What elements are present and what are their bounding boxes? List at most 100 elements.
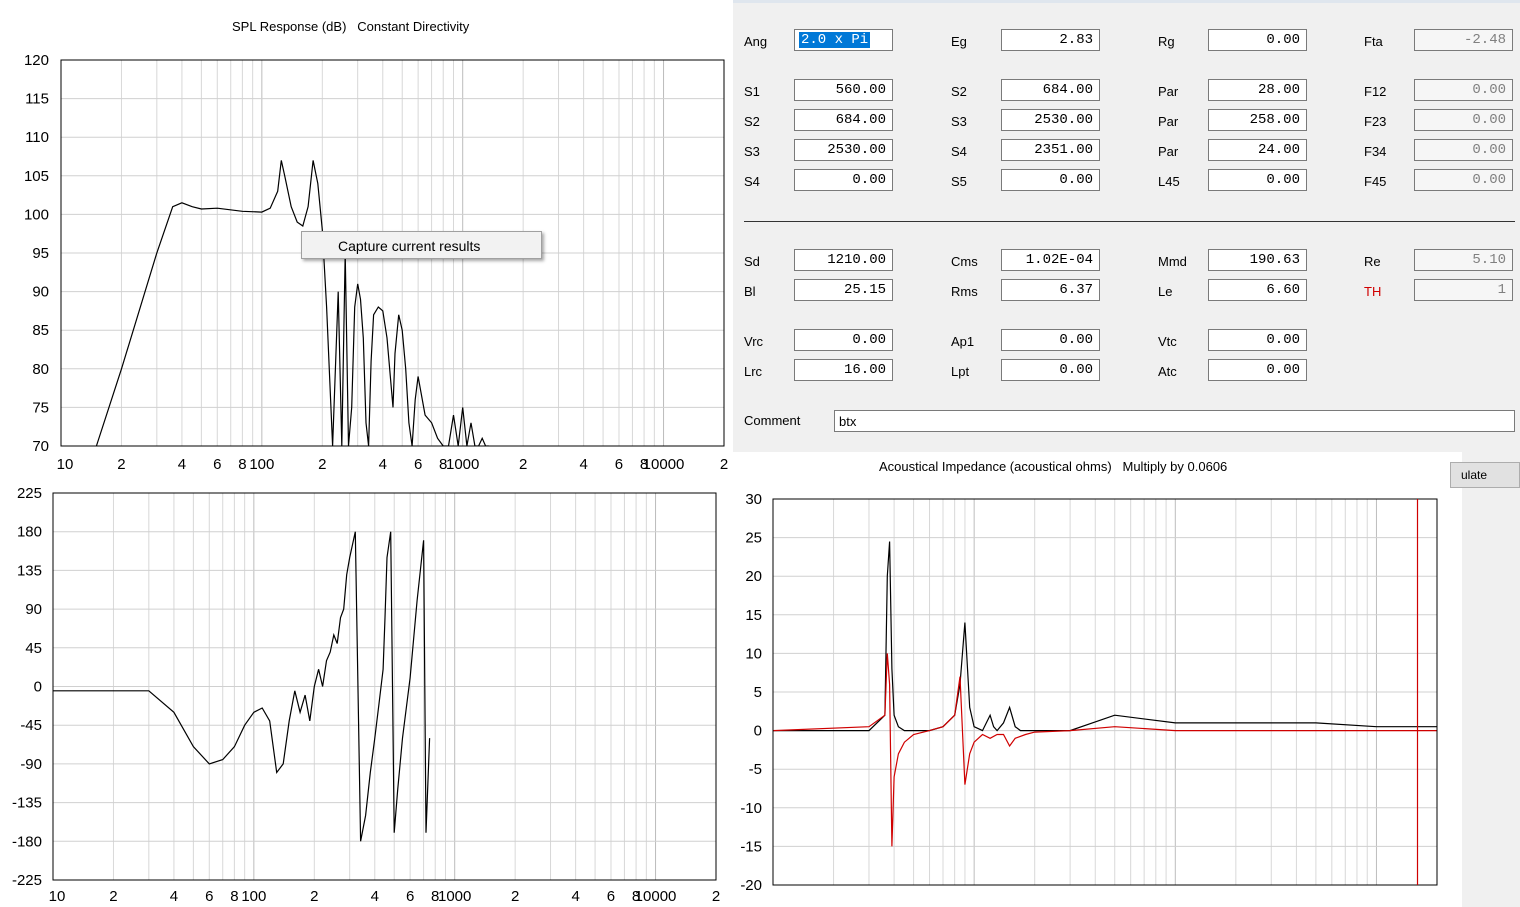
param-label-eg: Eg [951, 34, 967, 49]
x-tick-label: 2 [318, 456, 326, 473]
top-strip [733, 0, 1520, 3]
param-label-f34: F34 [1364, 144, 1387, 159]
param-label-cms: Cms [951, 254, 978, 269]
param-label-s3: S3 [951, 114, 967, 129]
param-field-th[interactable]: 1 [1414, 279, 1513, 301]
x-tick-label: 4 [170, 888, 178, 905]
y-tick-label: 15 [745, 607, 762, 624]
x-tick-label: 6 [615, 456, 623, 473]
param-label-rg: Rg [1158, 34, 1175, 49]
param-field-f23[interactable]: 0.00 [1414, 109, 1513, 131]
y-tick-label: 75 [32, 399, 49, 416]
x-tick-label: 100 [249, 456, 274, 473]
y-tick-label: 180 [17, 524, 42, 541]
param-field-s1[interactable]: 560.00 [794, 79, 893, 101]
x-tick-label: 6 [607, 888, 615, 905]
x-tick-label: 6 [213, 456, 221, 473]
x-tick-label: 8 [238, 456, 246, 473]
plot-frame [52, 492, 717, 881]
phase-chart-panel: 225 180 135 90 45 0 -45 -90 -135 -180 -225 10 2 4 6 8 10… [0, 480, 733, 907]
calculate-button[interactable]: ulate [1450, 462, 1520, 488]
x-tick-label: 4 [379, 456, 387, 473]
param-field-eg[interactable]: 2.83 [1001, 29, 1100, 51]
series-line-0 [95, 160, 489, 446]
y-tick-label: 95 [32, 245, 49, 262]
param-field-l45[interactable]: 0.00 [1208, 169, 1307, 191]
param-field-ang[interactable]: 2.0 x Pi [794, 29, 893, 51]
plot-frame [772, 498, 1438, 886]
x-tick-label: 2 [720, 456, 728, 473]
x-tick-label: 2 [117, 456, 125, 473]
x-tick-label: 1000 [438, 888, 471, 905]
param-field-fta[interactable]: -2.48 [1414, 29, 1513, 51]
param-field-rg[interactable]: 0.00 [1208, 29, 1307, 51]
param-field-cms[interactable]: 1.02E-04 [1001, 249, 1100, 271]
x-tick-label: 10 [49, 888, 66, 905]
param-field-s4[interactable]: 0.00 [794, 169, 893, 191]
param-label-ang: Ang [744, 34, 768, 49]
param-label-s2: S2 [744, 114, 760, 129]
param-label-th: TH [1364, 284, 1382, 299]
comment-input[interactable] [834, 410, 1515, 432]
param-field-s3[interactable]: 2530.00 [794, 139, 893, 161]
param-field-ap1[interactable]: 0.00 [1001, 329, 1100, 351]
param-field-sd[interactable]: 1210.00 [794, 249, 893, 271]
y-tick-label: 85 [32, 322, 49, 339]
x-tick-label: 6 [414, 456, 422, 473]
comment-label: Comment [744, 413, 801, 428]
param-field-atc[interactable]: 0.00 [1208, 359, 1307, 381]
param-field-s2[interactable]: 684.00 [1001, 79, 1100, 101]
impedance-chart-title: Acoustical Impedance (acoustical ohms) M… [879, 459, 1228, 474]
param-field-le[interactable]: 6.60 [1208, 279, 1307, 301]
param-label-s4: S4 [951, 144, 967, 159]
param-label-s2: S2 [951, 84, 967, 99]
y-tick-label: 25 [745, 530, 762, 547]
param-field-mmd[interactable]: 190.63 [1208, 249, 1307, 271]
x-tick-label: 8 [439, 456, 447, 473]
x-tick-label: 8 [431, 888, 439, 905]
param-field-bl[interactable]: 25.15 [794, 279, 893, 301]
x-tick-label: 4 [178, 456, 186, 473]
x-tick-label: 2 [310, 888, 318, 905]
y-tick-label: 115 [25, 91, 49, 108]
capture-results-menu-item[interactable]: Capture current results [338, 238, 481, 254]
param-field-re[interactable]: 5.10 [1414, 249, 1513, 271]
param-label-l45: L45 [1158, 174, 1180, 189]
param-field-lrc[interactable]: 16.00 [794, 359, 893, 381]
param-field-rms[interactable]: 6.37 [1001, 279, 1100, 301]
param-field-par[interactable]: 24.00 [1208, 139, 1307, 161]
x-tick-label: 1000 [446, 456, 479, 473]
series-line-0 [53, 531, 431, 842]
x-tick-label: 2 [511, 888, 519, 905]
param-label-bl: Bl [744, 284, 756, 299]
param-field-s4[interactable]: 2351.00 [1001, 139, 1100, 161]
param-field-par[interactable]: 258.00 [1208, 109, 1307, 131]
y-tick-label: 45 [25, 640, 42, 657]
x-tick-label: 2 [109, 888, 117, 905]
param-field-f34[interactable]: 0.00 [1414, 139, 1513, 161]
param-label-sd: Sd [744, 254, 760, 269]
param-field-lpt[interactable]: 0.00 [1001, 359, 1100, 381]
y-tick-label: 10 [745, 645, 762, 662]
y-tick-label: 70 [32, 438, 49, 455]
param-field-par[interactable]: 28.00 [1208, 79, 1307, 101]
impedance-chart: 30 25 20 15 10 5 0 -5 -10 -15 -20 [740, 491, 1438, 894]
x-tick-label: 4 [579, 456, 587, 473]
y-tick-label: -90 [20, 756, 42, 773]
x-tick-label: 8 [230, 888, 238, 905]
series-line-0 [773, 541, 1437, 732]
param-label-par: Par [1158, 114, 1179, 129]
param-field-s3[interactable]: 2530.00 [1001, 109, 1100, 131]
param-field-f12[interactable]: 0.00 [1414, 79, 1513, 101]
y-tick-label: 80 [32, 361, 49, 378]
series-line-1 [773, 653, 1437, 847]
y-tick-label: 30 [745, 491, 762, 508]
y-tick-label: -15 [740, 838, 762, 855]
y-tick-label: 0 [34, 679, 42, 696]
param-field-vrc[interactable]: 0.00 [794, 329, 893, 351]
param-field-vtc[interactable]: 0.00 [1208, 329, 1307, 351]
y-tick-label: -45 [20, 717, 42, 734]
param-field-f45[interactable]: 0.00 [1414, 169, 1513, 191]
param-field-s5[interactable]: 0.00 [1001, 169, 1100, 191]
param-field-s2[interactable]: 684.00 [794, 109, 893, 131]
